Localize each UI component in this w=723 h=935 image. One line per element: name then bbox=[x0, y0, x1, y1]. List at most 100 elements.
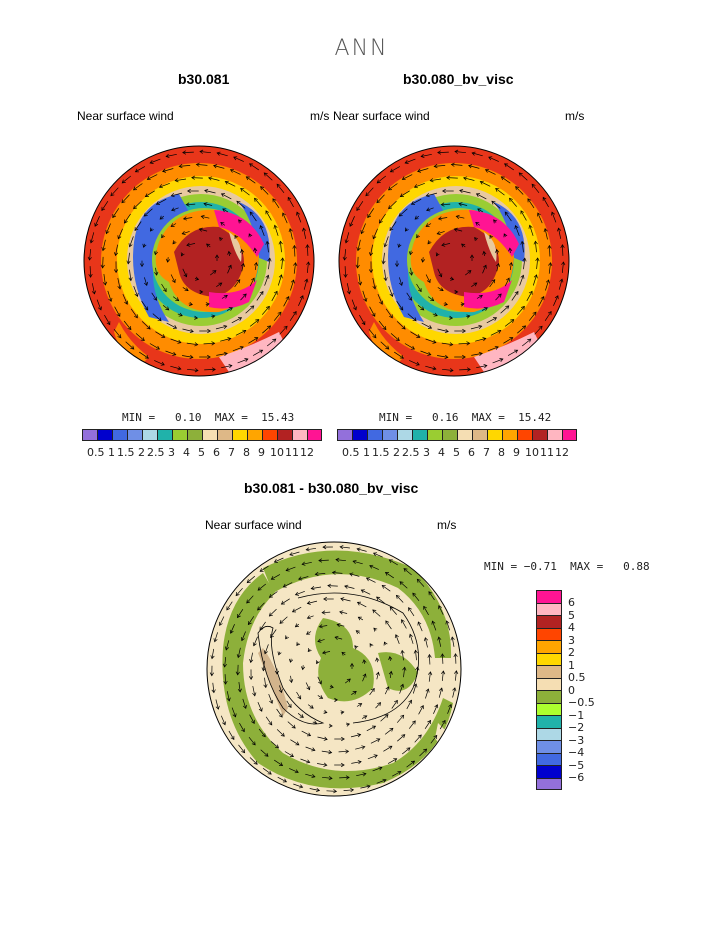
wind-vector bbox=[381, 585, 391, 592]
colorbar-swatch bbox=[217, 429, 232, 441]
wind-vector bbox=[396, 714, 404, 723]
wind-vector bbox=[166, 153, 177, 157]
wind-vector bbox=[438, 605, 444, 615]
wind-vector bbox=[172, 296, 179, 301]
wind-vector bbox=[226, 307, 233, 311]
wind-vector-head bbox=[427, 653, 432, 658]
wind-vector-head bbox=[242, 704, 247, 709]
panel2-min-value: 0.16 bbox=[432, 411, 459, 424]
wind-vector-head bbox=[423, 605, 427, 610]
wind-vector bbox=[424, 637, 428, 648]
wind-vector-head bbox=[199, 289, 204, 295]
wind-vector-head bbox=[257, 606, 262, 611]
wind-vector bbox=[385, 572, 394, 579]
wind-vector bbox=[377, 293, 383, 305]
wind-vector bbox=[461, 243, 466, 248]
wind-vector bbox=[389, 221, 397, 231]
wind-vector-head bbox=[306, 759, 311, 764]
wind-vector-head bbox=[408, 607, 412, 612]
wind-vector bbox=[228, 251, 230, 257]
wind-vector bbox=[306, 261, 309, 273]
wind-vector-head bbox=[489, 234, 494, 239]
wind-vector-head bbox=[345, 749, 350, 754]
wind-vector-head bbox=[287, 703, 292, 708]
diff-variable-label: Near surface wind bbox=[205, 518, 302, 532]
colorbar-label: 1.5 bbox=[372, 446, 390, 459]
wind-vector bbox=[221, 365, 232, 369]
panel2-map-border bbox=[338, 145, 570, 377]
colorbar-label: 6 bbox=[568, 596, 575, 609]
wind-vector bbox=[303, 228, 307, 239]
colorbar-swatch bbox=[532, 429, 547, 441]
wind-vector bbox=[361, 589, 371, 595]
wind-vector-head bbox=[369, 564, 374, 569]
wind-vector bbox=[270, 741, 279, 749]
wind-vector-head bbox=[224, 646, 230, 651]
wind-vector bbox=[504, 277, 510, 287]
wind-vector bbox=[454, 151, 466, 154]
wind-vector bbox=[406, 292, 412, 301]
wind-vector-head bbox=[158, 184, 163, 189]
wind-vector bbox=[228, 730, 235, 740]
colorbar-label: 0.5 bbox=[87, 446, 105, 459]
wind-vector bbox=[234, 279, 241, 288]
wind-vector-head bbox=[328, 750, 333, 755]
wind-vector-head bbox=[522, 257, 527, 262]
wind-vector-head bbox=[274, 744, 280, 749]
wind-vector-head bbox=[153, 251, 158, 256]
wind-vector-head bbox=[101, 247, 106, 252]
wind-vector-head bbox=[482, 264, 487, 269]
wind-vector bbox=[305, 682, 310, 690]
wind-vector bbox=[182, 231, 190, 235]
wind-vector-head bbox=[140, 337, 145, 342]
wind-vector-head bbox=[449, 342, 454, 347]
wind-vector bbox=[122, 293, 128, 305]
wind-vector bbox=[117, 228, 123, 239]
wind-vector bbox=[375, 702, 381, 709]
wind-vector bbox=[246, 595, 254, 604]
wind-vector-head bbox=[170, 223, 175, 227]
panel1-min-max: MIN = 0.10 MAX = 15.43 bbox=[122, 411, 294, 424]
wind-vector-head bbox=[280, 600, 285, 605]
wind-vector-head bbox=[344, 239, 349, 244]
wind-vector bbox=[384, 236, 389, 247]
wind-vector bbox=[265, 210, 272, 221]
wind-vector-head bbox=[514, 290, 519, 295]
wind-vector-head bbox=[268, 721, 273, 726]
wind-vector bbox=[268, 258, 271, 270]
wind-vector-head bbox=[296, 641, 301, 646]
colorbar-swatch bbox=[536, 752, 562, 765]
wind-vector-head bbox=[349, 222, 354, 227]
wind-vector-head bbox=[252, 692, 257, 697]
wind-vector-head bbox=[427, 719, 431, 725]
colorbar-swatch bbox=[536, 777, 562, 790]
wind-vector bbox=[447, 704, 452, 714]
panel1-max-label: MAX = bbox=[214, 411, 248, 424]
colorbar-label: 5 bbox=[453, 446, 460, 459]
wind-vector bbox=[389, 656, 391, 661]
wind-vector-head bbox=[268, 593, 273, 598]
wind-vector bbox=[432, 620, 437, 631]
wind-vector-head bbox=[146, 176, 151, 181]
colorbar-label: 3 bbox=[168, 446, 175, 459]
wind-vector-head bbox=[428, 671, 433, 676]
wind-vector-head bbox=[203, 202, 208, 207]
wind-vector bbox=[532, 274, 537, 286]
wind-vector-head bbox=[289, 753, 294, 757]
wind-vector-head bbox=[171, 207, 176, 212]
panel1-map-border bbox=[83, 145, 315, 377]
wind-vector-head bbox=[538, 325, 543, 330]
wind-vector bbox=[372, 767, 383, 772]
wind-vector bbox=[476, 295, 483, 299]
wind-vector bbox=[238, 682, 241, 692]
wind-vector bbox=[357, 256, 359, 268]
wind-vector bbox=[357, 239, 361, 251]
colorbar-swatch bbox=[307, 429, 322, 441]
wind-vector bbox=[145, 190, 155, 197]
wind-vector-head bbox=[415, 361, 420, 366]
wind-vector-head bbox=[226, 606, 231, 611]
wind-vector-head bbox=[204, 188, 209, 194]
wind-vector bbox=[294, 245, 296, 257]
wind-vector bbox=[370, 738, 380, 744]
wind-vector-head bbox=[450, 162, 455, 167]
